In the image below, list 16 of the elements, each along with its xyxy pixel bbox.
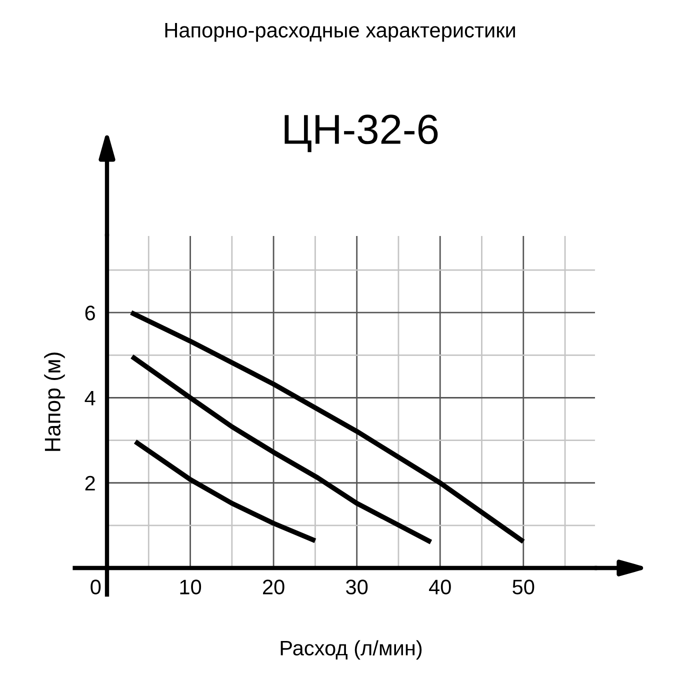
x-tick-label: 40 bbox=[429, 580, 451, 594]
y-axis-title: Напор (м) bbox=[44, 352, 65, 451]
line-series bbox=[128, 310, 526, 544]
line-series bbox=[130, 354, 434, 544]
y-tick-label: 4 bbox=[84, 390, 96, 406]
y-tick-label: 2 bbox=[85, 476, 95, 490]
x-axis-title: Расход (л/мин) bbox=[280, 640, 422, 660]
x-tick-label: 10 bbox=[180, 580, 202, 594]
chart-subtitle: ЦН-32-6 bbox=[284, 114, 438, 152]
x-tick-label: 20 bbox=[263, 580, 284, 594]
x-tick-label: 50 bbox=[512, 580, 534, 594]
y-tick-label: 6 bbox=[85, 306, 95, 320]
x-tick-label: 0 bbox=[90, 580, 101, 594]
line-series bbox=[132, 439, 318, 544]
chart-title: Напорно-расходные характеристики bbox=[165, 23, 515, 42]
x-tick-label: 30 bbox=[346, 580, 368, 594]
